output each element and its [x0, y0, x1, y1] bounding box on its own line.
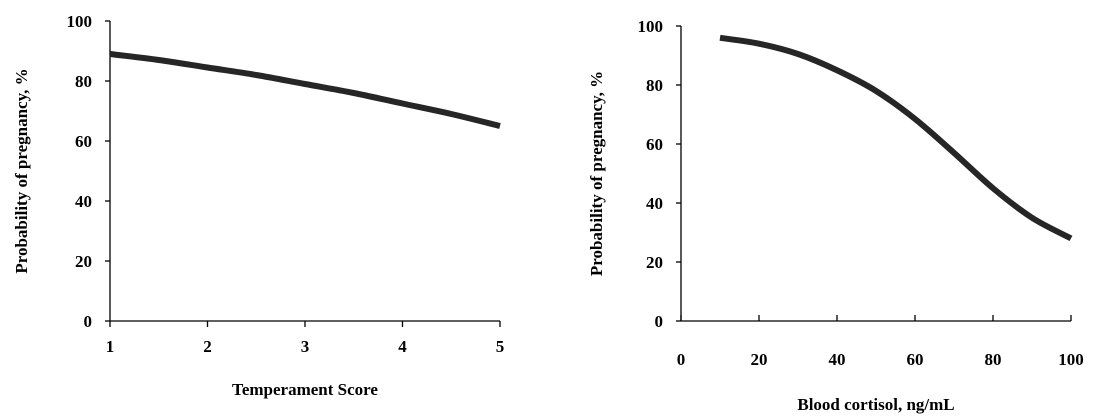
chart-panel-temperament: 0 20 40 60 80 100 1 2 3 4 5 Temperament Score Probab…	[12, 12, 504, 399]
x-tick-label: 60	[907, 350, 924, 369]
y-axis-title: Probability of pregnancy, %	[587, 71, 606, 276]
series-line-0	[719, 34, 1073, 242]
y-tick-label: 100	[638, 17, 664, 36]
x-tick-label: 1	[106, 337, 115, 356]
x-tick-label: 0	[677, 350, 686, 369]
x-tick-label: 3	[301, 337, 310, 356]
x-tick-label: 4	[398, 337, 407, 356]
chart-panel-cortisol: 0 20 40 60 80 100 0 20 40 60 80 100 Blood cortisol, …	[587, 17, 1084, 414]
y-tick-label: 0	[84, 312, 93, 331]
series-line-0	[109, 51, 501, 129]
x-axis-title: Blood cortisol, ng/mL	[797, 395, 954, 414]
y-axis-title: Probability of pregnancy, %	[12, 68, 31, 273]
y-tick-label: 60	[646, 135, 663, 154]
x-tick-label: 5	[496, 337, 505, 356]
y-tick-label: 60	[75, 132, 92, 151]
y-tick-label: 80	[75, 72, 92, 91]
y-tick-label: 100	[67, 12, 93, 31]
y-tick-label: 0	[655, 312, 664, 331]
y-tick-label: 20	[75, 252, 92, 271]
y-tick-label: 40	[75, 192, 92, 211]
x-tick-label: 100	[1058, 350, 1084, 369]
y-tick-label: 40	[646, 194, 663, 213]
y-tick-label: 80	[646, 76, 663, 95]
x-tick-label: 40	[829, 350, 846, 369]
x-tick-label: 2	[203, 337, 212, 356]
x-tick-label: 20	[751, 350, 768, 369]
x-tick-label: 80	[985, 350, 1002, 369]
x-axis-title: Temperament Score	[232, 380, 378, 399]
y-tick-label: 20	[646, 253, 663, 272]
